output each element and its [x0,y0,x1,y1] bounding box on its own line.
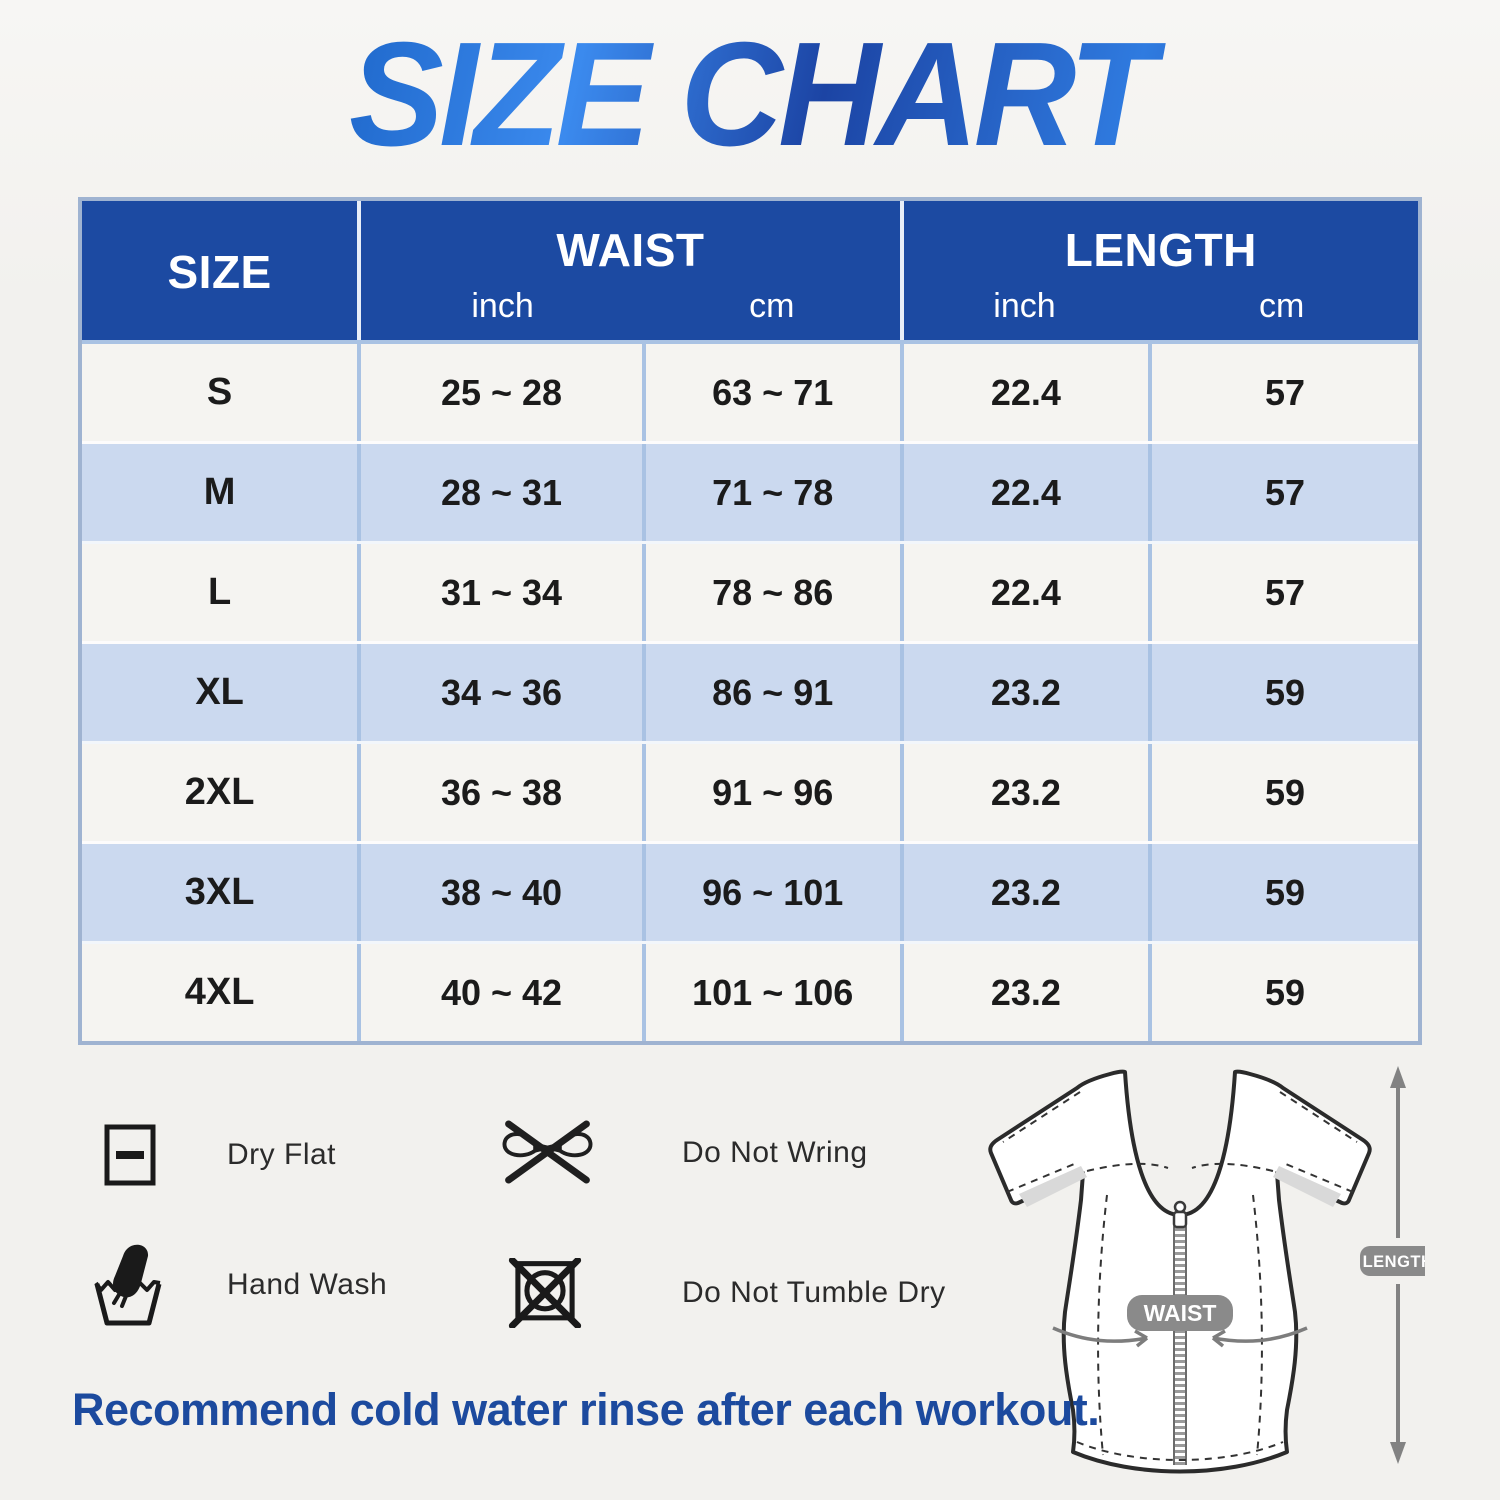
column-header-length: LENGTH inch cm [904,201,1418,340]
cell-2XL-size: 2XL [82,744,362,841]
table-row-3XL: 3XL 38 ~ 40 96 ~ 101 23.2 59 [82,844,1418,944]
size-chart-table: SIZE WAIST inch cm LENGTH inch cm S 25 ~ … [78,197,1422,1045]
cell-M-waist-cm: 71 ~ 78 [646,444,904,541]
do-not-tumble-dry-icon [508,1258,582,1328]
garment-diagram: WAIST LENGTH [988,1066,1425,1474]
waist-units-row: inch cm [361,287,899,326]
hand-wash-icon [94,1244,162,1326]
footer-note: Recommend cold water rinse after each wo… [72,1384,1100,1435]
table-row-2XL: 2XL 36 ~ 38 91 ~ 96 23.2 59 [82,744,1418,844]
table-body: S 25 ~ 28 63 ~ 71 22.4 57 M 28 ~ 31 71 ~ 78 22.4… [82,344,1418,1041]
length-measure-arrow [1390,1066,1406,1464]
cell-L-waist-inch: 31 ~ 34 [361,544,646,641]
table-row-M: M 28 ~ 31 71 ~ 78 22.4 57 [82,444,1418,544]
cell-S-length-inch: 22.4 [904,344,1153,441]
cell-L-length-cm: 57 [1265,571,1306,613]
cell-4XL-size: 4XL [82,944,362,1041]
length-badge-label: LENGTH [1363,1253,1425,1271]
care-label-do-not-tumble-dry: Do Not Tumble Dry [682,1276,946,1309]
cell-XL-waist-cm: 86 ~ 91 [646,644,904,741]
page-title: SIZE CHART [30,10,1470,180]
dry-flat-icon [104,1124,156,1186]
waist-header-label: WAIST [556,224,705,276]
cell-3XL-waist-inch: 38 ~ 40 [361,844,646,941]
left-sleeve-shading [1019,1166,1087,1207]
care-item-dry-flat: Dry Flat [102,1122,336,1188]
cell-4XL-waist-cm: 101 ~ 106 [646,944,904,1041]
cell-XL-waist-inch: 34 ~ 36 [361,644,646,741]
cell-4XL-length-inch: 23.2 [904,944,1153,1041]
cell-M-length-inch: 22.4 [904,444,1153,541]
zipper-pull-ring [1173,1200,1187,1214]
care-item-do-not-wring: Do Not Wring [495,1118,868,1187]
length-badge [1360,1246,1425,1276]
waist-unit-cm-label: cm [749,287,795,325]
table-row-XL: XL 34 ~ 36 86 ~ 91 23.2 59 [82,644,1418,744]
cell-3XL-length-inch: 23.2 [904,844,1153,941]
length-header-label: LENGTH [1064,224,1257,276]
cell-4XL-waist-inch: 40 ~ 42 [361,944,646,1041]
table-header-row: SIZE WAIST inch cm LENGTH inch cm [82,201,1418,344]
cell-M-length-cm: 57 [1265,471,1306,513]
care-label-dry-flat: Dry Flat [227,1138,336,1171]
cell-3XL-size: 3XL [82,844,362,941]
right-sleeve-shading [1273,1166,1341,1207]
cell-2XL-waist-inch: 36 ~ 38 [361,744,646,841]
cell-2XL-length-cm: 59 [1265,771,1306,813]
cell-S-waist-cm: 63 ~ 71 [646,344,904,441]
zipper-pull [1172,1210,1188,1229]
cell-3XL-length-cm: 59 [1265,871,1306,913]
length-units-row: inch cm [904,287,1418,326]
cell-4XL-length-cm: 59 [1265,971,1306,1013]
waist-measure-arrows [1052,1326,1308,1348]
cell-XL-length-cm: 59 [1265,671,1306,713]
column-header-size: SIZE [82,201,362,340]
cell-XL-length-inch: 23.2 [904,644,1153,741]
cell-L-waist-cm: 78 ~ 86 [646,544,904,641]
seam-lines [1002,1091,1358,1461]
cell-L-size: L [82,544,362,641]
cell-2XL-waist-cm: 91 ~ 96 [646,744,904,841]
cell-2XL-length-inch: 23.2 [904,744,1153,841]
cell-3XL-waist-cm: 96 ~ 101 [646,844,904,941]
table-row-L: L 31 ~ 34 78 ~ 86 22.4 57 [82,544,1418,644]
cell-M-waist-inch: 28 ~ 31 [361,444,646,541]
cell-XL-size: XL [82,644,362,741]
waist-badge-label: WAIST [1144,1300,1217,1326]
table-row-S: S 25 ~ 28 63 ~ 71 22.4 57 [82,344,1418,444]
care-item-hand-wash: Hand Wash [93,1243,387,1327]
cell-S-waist-inch: 25 ~ 28 [361,344,646,441]
waist-badge [1127,1295,1233,1331]
cell-S-length-cm: 57 [1265,371,1306,413]
size-header-label: SIZE [167,246,272,298]
cell-M-size: M [82,444,362,541]
do-not-wring-icon [502,1120,593,1184]
table-row-4XL: 4XL 40 ~ 42 101 ~ 106 23.2 59 [82,944,1418,1041]
care-label-hand-wash: Hand Wash [227,1268,388,1301]
waist-unit-inch-label: inch [471,287,534,325]
care-label-do-not-wring: Do Not Wring [682,1135,868,1169]
cell-S-size: S [82,344,362,441]
care-item-do-not-tumble-dry: Do Not Tumble Dry [507,1258,946,1328]
cell-L-length-inch: 22.4 [904,544,1153,641]
length-unit-cm-label: cm [1259,287,1305,325]
length-unit-inch-label: inch [993,287,1056,325]
column-header-waist: WAIST inch cm [361,201,904,340]
